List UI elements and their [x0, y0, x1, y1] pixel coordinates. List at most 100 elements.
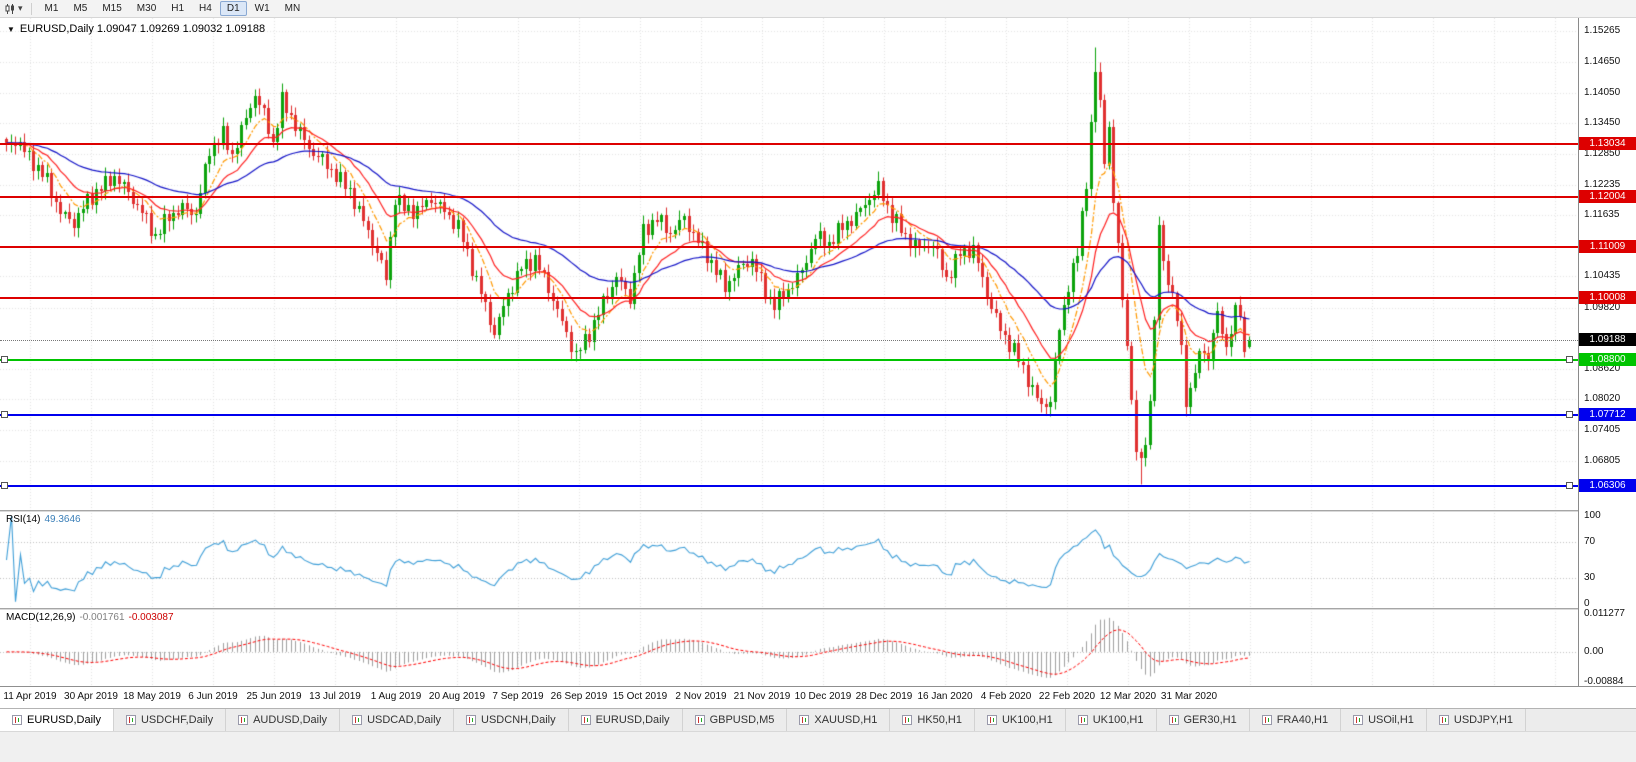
price-scale-tick: 1.12850	[1584, 148, 1621, 159]
rsi-scale-label: 0	[1584, 598, 1590, 609]
tab-label: GER30,H1	[1183, 714, 1237, 726]
tab-label: UK100,H1	[1092, 714, 1144, 726]
timeframe-button-d1[interactable]: D1	[219, 1, 247, 16]
tab-chart-icon	[1438, 715, 1449, 725]
tab-label: USDCNH,Daily	[481, 714, 556, 726]
price-scale-tick: 1.14050	[1584, 87, 1621, 98]
macd-scale-label: 0.011277	[1584, 608, 1625, 619]
chart-tab-usoil-h1[interactable]: USOil,H1	[1341, 709, 1427, 731]
panel-separator-rsi[interactable]	[0, 510, 1578, 512]
price-scale-tick: 1.08020	[1584, 393, 1621, 404]
chart-tab-bar: EURUSD,Daily USDCHF,Daily AUDUSD,Daily USDC…	[0, 708, 1636, 731]
tab-chart-icon	[1261, 715, 1272, 725]
hline-price-badge: 1.08800	[1579, 353, 1636, 366]
timeframe-button-m5[interactable]: M5	[73, 3, 88, 14]
chart-type-icon[interactable]	[4, 3, 16, 15]
tab-chart-icon	[466, 715, 477, 725]
time-axis-label: 31 Mar 2020	[1160, 691, 1218, 702]
timeframe-button-m1[interactable]: M1	[44, 3, 59, 14]
macd-label: MACD(12,26,9) -0.001761 -0.003087	[6, 612, 178, 623]
chart-tab-usdcnh-daily[interactable]: USDCNH,Daily	[454, 709, 569, 731]
chart-canvas[interactable]	[0, 18, 1578, 686]
hline-price-badge: 1.06306	[1579, 479, 1636, 492]
tab-chart-icon	[352, 715, 363, 725]
chart-tab-uk100-h1[interactable]: UK100,H1	[974, 709, 1066, 731]
time-axis-label: 25 Jun 2019	[246, 691, 302, 702]
tab-chart-icon	[125, 715, 136, 725]
collapse-arrow-icon[interactable]: ▼	[7, 25, 15, 34]
tab-label: HK50,H1	[917, 714, 962, 726]
price-scale-tick: 1.14650	[1584, 56, 1621, 67]
time-axis-label: 16 Jan 2020	[917, 691, 973, 702]
chart-tab-eurusd-daily[interactable]: EURUSD,Daily	[568, 709, 683, 731]
chart-tab-usdjpy-h1[interactable]: USDJPY,H1	[1426, 709, 1527, 731]
tab-chart-icon	[12, 715, 22, 725]
toolbar-divider	[30, 2, 32, 15]
tab-label: GBPUSD,M5	[709, 714, 775, 726]
time-axis-label: 15 Oct 2019	[612, 691, 668, 702]
timeframe-button-h4[interactable]: H4	[199, 3, 212, 14]
tab-label: EURUSD,Daily	[27, 714, 101, 726]
tab-label: USDCAD,Daily	[367, 714, 442, 726]
time-axis-label: 22 Feb 2020	[1038, 691, 1096, 702]
tab-chart-icon	[799, 715, 810, 725]
price-scale-tick: 1.07405	[1584, 424, 1621, 435]
chart-tab-xauusd-h1[interactable]: XAUUSD,H1	[787, 709, 891, 731]
hline-price-badge: 1.12004	[1579, 190, 1636, 203]
chart-tab-usdchf-daily[interactable]: USDCHF,Daily	[113, 709, 227, 731]
price-scale-tick: 1.11635	[1584, 209, 1620, 220]
tab-label: UK100,H1	[1001, 714, 1053, 726]
chart-tab-usdcad-daily[interactable]: USDCAD,Daily	[340, 709, 455, 731]
price-scale-tick: 1.08620	[1584, 363, 1621, 374]
price-scale-tick: 1.12235	[1584, 179, 1621, 190]
tab-chart-icon	[694, 715, 705, 725]
chart-tab-eurusd-daily[interactable]: EURUSD,Daily	[0, 709, 114, 731]
macd-value: -0.001761	[79, 612, 125, 623]
tab-chart-icon	[1077, 715, 1088, 725]
time-axis-label: 4 Feb 2020	[980, 691, 1032, 702]
rsi-value: 49.3646	[44, 514, 81, 525]
macd-scale-label: -0.00884	[1584, 676, 1624, 687]
rsi-name: RSI(14)	[6, 514, 41, 525]
time-axis-label: 18 May 2019	[123, 691, 181, 702]
rsi-scale-label: 30	[1584, 572, 1596, 583]
chart-title: ▼ EURUSD,Daily 1.09047 1.09269 1.09032 1.…	[7, 23, 265, 35]
panel-separator-macd[interactable]	[0, 608, 1578, 610]
time-axis-label: 21 Nov 2019	[733, 691, 791, 702]
chart-tab-audusd-daily[interactable]: AUDUSD,Daily	[226, 709, 341, 731]
time-axis-label: 10 Dec 2019	[794, 691, 852, 702]
tab-label: XAUUSD,H1	[814, 714, 878, 726]
time-axis[interactable]: 11 Apr 2019 30 Apr 2019 18 May 2019 6 Jun 2…	[0, 686, 1636, 708]
hline-price-badge: 1.13034	[1579, 137, 1636, 150]
chart-tab-uk100-h1[interactable]: UK100,H1	[1065, 709, 1157, 731]
hline-price-badge: 1.11009	[1579, 240, 1636, 253]
chart-tab-gbpusd-m5[interactable]: GBPUSD,M5	[682, 709, 788, 731]
tab-label: USOil,H1	[1368, 714, 1414, 726]
hline-price-badge: 1.07712	[1579, 408, 1636, 421]
tab-chart-icon	[1353, 715, 1364, 725]
chart-type-dropdown-icon[interactable]: ▾	[18, 3, 23, 13]
chart-tab-fra40-h1[interactable]: FRA40,H1	[1249, 709, 1342, 731]
chart-tab-hk50-h1[interactable]: HK50,H1	[890, 709, 975, 731]
time-axis-label: 11 Apr 2019	[3, 691, 57, 702]
time-axis-label: 12 Mar 2020	[1099, 691, 1157, 702]
macd-scale-label: 0.00	[1584, 646, 1604, 657]
rsi-scale-label: 100	[1584, 510, 1601, 521]
rsi-scale-label: 70	[1584, 536, 1596, 547]
timeframe-button-h1[interactable]: H1	[171, 3, 185, 14]
tab-label: USDJPY,H1	[1453, 714, 1514, 726]
price-scale-tick: 1.09820	[1584, 302, 1621, 313]
tab-chart-icon	[1168, 715, 1179, 725]
timeframe-button-w1[interactable]: W1	[254, 3, 270, 14]
tab-chart-icon	[238, 715, 249, 725]
price-scale[interactable]: 1.15265 1.14650 1.14050 1.13450 1.12850 1.122…	[1578, 18, 1636, 687]
timeframe-button-m15[interactable]: M15	[102, 3, 122, 14]
price-scale-tick: 1.06805	[1584, 455, 1621, 466]
macd-signal-value: -0.003087	[128, 612, 174, 623]
price-scale-tick: 1.15265	[1584, 25, 1621, 36]
chart-tab-ger30-h1[interactable]: GER30,H1	[1156, 709, 1250, 731]
time-axis-label: 6 Jun 2019	[188, 691, 238, 702]
timeframe-button-m30[interactable]: M30	[136, 3, 157, 14]
timeframe-button-mn[interactable]: MN	[284, 3, 301, 14]
